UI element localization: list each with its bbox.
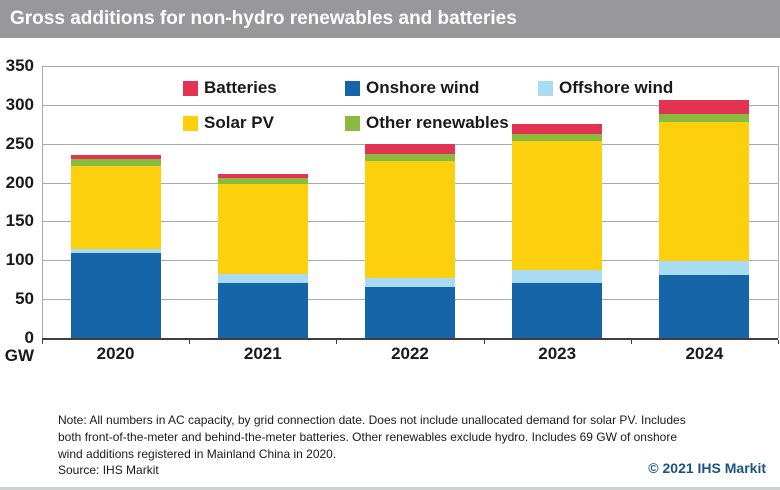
bar-segment-solar-pv-2022 — [365, 160, 455, 279]
y-tick-label-200: 200 — [5, 172, 34, 192]
gridline-250 — [42, 143, 778, 145]
bar-segment-solar-pv-2023 — [512, 141, 603, 271]
y-tick-label-100: 100 — [5, 250, 34, 270]
legend-label-offshore-wind: Offshore wind — [559, 78, 674, 97]
legend-swatch-onshore-wind — [345, 80, 360, 96]
legend-label-other-renewables: Other renewables — [366, 113, 509, 132]
legend-item-offshore-wind: Offshore wind — [538, 78, 673, 98]
bar-segment-onshore-wind-2021 — [217, 282, 308, 338]
bar-segment-onshore-wind-2022 — [365, 286, 455, 338]
y-tick-label-50: 50 — [15, 289, 34, 309]
x-tick-label-2021: 2021 — [243, 344, 282, 363]
bar-segment-offshore-wind-2020 — [70, 248, 161, 253]
legend-swatch-offshore-wind — [538, 80, 553, 96]
x-tick-label-2024: 2024 — [685, 344, 724, 363]
x-tick-label-2020: 2020 — [96, 344, 135, 363]
bar-segment-onshore-wind-2020 — [70, 252, 161, 338]
legend-item-batteries: Batteries — [183, 78, 277, 98]
legend-swatch-batteries — [183, 80, 198, 96]
bar-segment-solar-pv-2020 — [70, 166, 161, 249]
bar-segment-offshore-wind-2024 — [659, 261, 750, 276]
legend-item-onshore-wind: Onshore wind — [345, 78, 479, 98]
y-tick-label-350: 350 — [5, 56, 34, 75]
legend-item-other-renewables: Other renewables — [345, 113, 509, 133]
gridline-350 — [42, 66, 778, 67]
bar-segment-other-renewables-2021 — [217, 177, 308, 185]
bar-segment-onshore-wind-2023 — [512, 282, 603, 338]
x-axis-tick — [630, 340, 632, 344]
bar-segment-onshore-wind-2024 — [659, 275, 750, 338]
bar-segment-other-renewables-2024 — [659, 114, 750, 122]
legend-swatch-solar-pv — [183, 115, 198, 131]
source-label: Source: IHS Markit — [58, 463, 159, 477]
x-axis-tick — [778, 340, 779, 344]
bar-segment-batteries-2021 — [217, 174, 308, 178]
y-tick-label-150: 150 — [5, 211, 34, 231]
x-axis-line — [42, 338, 778, 340]
y-axis-unit-label: GW — [4, 346, 34, 365]
x-axis-tick — [189, 340, 191, 344]
bar-segment-other-renewables-2022 — [365, 153, 455, 161]
legend-label-batteries: Batteries — [204, 78, 277, 97]
x-tick-label-2023: 2023 — [538, 344, 577, 363]
legend-label-solar-pv: Solar PV — [204, 113, 274, 132]
bar-segment-batteries-2023 — [512, 123, 603, 135]
bar-segment-offshore-wind-2022 — [365, 278, 455, 287]
legend-label-onshore-wind: Onshore wind — [366, 78, 480, 97]
footnote: Note: All numbers in AC capacity, by gri… — [58, 413, 686, 461]
y-tick-label-300: 300 — [5, 94, 34, 114]
bar-segment-other-renewables-2023 — [512, 134, 603, 142]
copyright-label: © 2021 IHS Markit — [648, 460, 766, 476]
chart-title-bar: Gross additions for non-hydro renewables… — [0, 0, 780, 38]
bar-segment-other-renewables-2020 — [70, 159, 161, 167]
x-axis-tick — [42, 340, 43, 344]
bar-segment-solar-pv-2021 — [217, 184, 308, 275]
x-axis-tick — [483, 340, 485, 344]
legend-swatch-other-renewables — [345, 115, 360, 131]
bar-segment-offshore-wind-2021 — [217, 274, 308, 283]
x-tick-label-2022: 2022 — [391, 344, 429, 363]
bar-segment-offshore-wind-2023 — [512, 270, 603, 283]
bar-segment-batteries-2024 — [659, 100, 750, 115]
bar-segment-solar-pv-2024 — [659, 121, 750, 262]
bar-segment-batteries-2022 — [365, 144, 455, 154]
y-tick-label-250: 250 — [5, 133, 34, 153]
bar-segment-batteries-2020 — [70, 155, 161, 160]
gridline-300 — [42, 104, 778, 106]
plot-border-left — [42, 66, 43, 338]
chart-title: Gross additions for non-hydro renewables… — [10, 8, 517, 29]
legend-item-solar-pv: Solar PV — [183, 113, 274, 133]
y-tick-label-0: 0 — [24, 328, 34, 347]
x-axis-tick — [336, 340, 338, 344]
plot-border-right — [778, 66, 779, 338]
